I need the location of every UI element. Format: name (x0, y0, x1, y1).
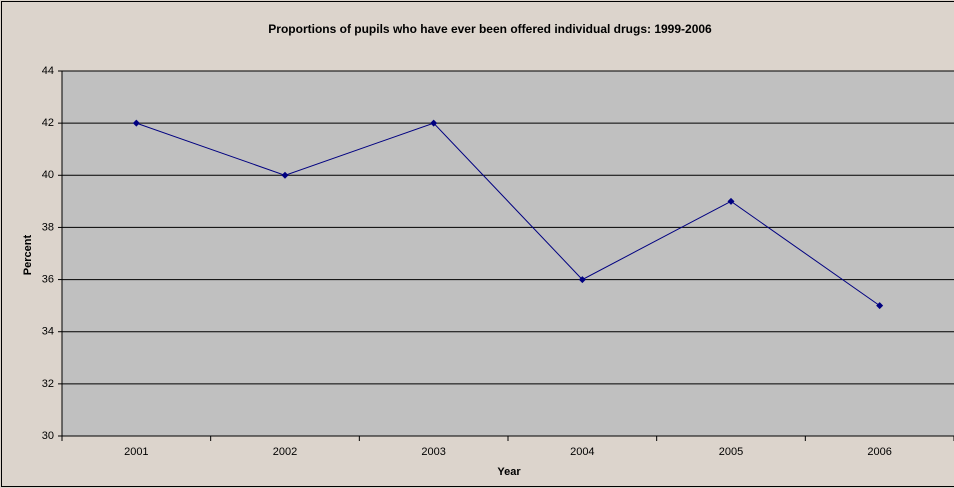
x-tick-label: 2003 (421, 446, 445, 458)
data-point (281, 171, 289, 179)
data-point (132, 119, 140, 127)
x-axis-label: Year (497, 466, 521, 478)
y-tick-label: 44 (42, 65, 54, 77)
y-tick-label: 42 (42, 117, 54, 129)
x-tick-label: 2005 (719, 446, 743, 458)
plot-area (62, 71, 954, 436)
y-tick-label: 36 (42, 273, 54, 285)
y-tick-label: 34 (42, 326, 54, 338)
chart-title: Proportions of pupils who have ever been… (268, 22, 712, 36)
data-point (430, 119, 438, 127)
y-axis-label: Percent (22, 234, 34, 275)
y-tick-label: 38 (42, 221, 54, 233)
x-tick-label: 2001 (124, 446, 148, 458)
y-tick-label: 32 (42, 378, 54, 390)
data-point (727, 197, 735, 205)
y-tick-label: 40 (42, 169, 54, 181)
x-tick-label: 2002 (273, 446, 297, 458)
data-point (876, 302, 884, 310)
x-tick-label: 2004 (570, 446, 594, 458)
x-tick-label: 2006 (867, 446, 891, 458)
series-line (136, 122, 880, 307)
data-point (578, 276, 586, 284)
y-tick-label: 30 (42, 430, 54, 442)
